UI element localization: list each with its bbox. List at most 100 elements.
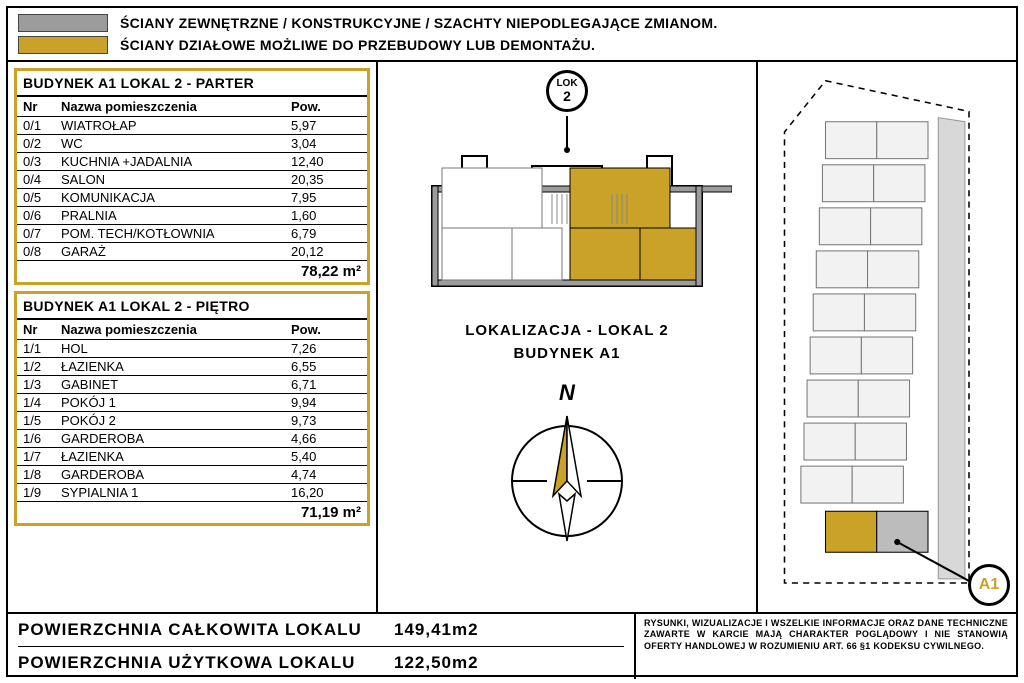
total-row-1-value: 149,41m2 xyxy=(394,620,479,640)
cell-nr: 0/3 xyxy=(23,154,61,169)
table-row: 1/9SYPIALNIA 116,20 xyxy=(17,484,367,502)
table-row: 0/4SALON20,35 xyxy=(17,171,367,189)
cell-name: PRALNIA xyxy=(61,208,291,223)
table-row: 1/7ŁAZIENKA5,40 xyxy=(17,448,367,466)
table-row: 0/6PRALNIA1,60 xyxy=(17,207,367,225)
cell-area: 5,40 xyxy=(291,449,361,464)
cell-area: 3,04 xyxy=(291,136,361,151)
cell-name: SYPIALNIA 1 xyxy=(61,485,291,500)
total-row-1: POWIERZCHNIA CAŁKOWITA LOKALU 149,41m2 xyxy=(18,620,624,640)
cell-name: WC xyxy=(61,136,291,151)
compass-icon xyxy=(497,406,637,546)
table-row: 0/1WIATROŁAP5,97 xyxy=(17,117,367,135)
table-row: 0/8GARAŻ20,12 xyxy=(17,243,367,261)
cell-area: 7,95 xyxy=(291,190,361,205)
cell-nr: 1/1 xyxy=(23,341,61,356)
legend: ŚCIANY ZEWNĘTRZNE / KONSTRUKCYJNE / SZAC… xyxy=(8,8,1016,62)
cell-name: SALON xyxy=(61,172,291,187)
cell-name: GARAŻ xyxy=(61,244,291,259)
cell-area: 12,40 xyxy=(291,154,361,169)
col-name: Nazwa pomieszczenia xyxy=(61,99,291,114)
cell-nr: 1/4 xyxy=(23,395,61,410)
totals-box: POWIERZCHNIA CAŁKOWITA LOKALU 149,41m2 P… xyxy=(8,614,636,679)
legend-swatch-partition xyxy=(18,36,108,54)
cell-area: 6,55 xyxy=(291,359,361,374)
siteplan-column: A1 xyxy=(758,62,1016,612)
cell-nr: 1/9 xyxy=(23,485,61,500)
cell-name: HOL xyxy=(61,341,291,356)
table-pietro-head: Nr Nazwa pomieszczenia Pow. xyxy=(17,320,367,340)
cell-nr: 0/1 xyxy=(23,118,61,133)
col-name: Nazwa pomieszczenia xyxy=(61,322,291,337)
cell-nr: 1/8 xyxy=(23,467,61,482)
cell-nr: 0/4 xyxy=(23,172,61,187)
cell-nr: 1/2 xyxy=(23,359,61,374)
cell-name: ŁAZIENKA xyxy=(61,449,291,464)
cell-area: 9,73 xyxy=(291,413,361,428)
cell-area: 4,66 xyxy=(291,431,361,446)
total-row-2-label: POWIERZCHNIA UŻYTKOWA LOKALU xyxy=(18,653,378,673)
cell-area: 6,79 xyxy=(291,226,361,241)
compass: N xyxy=(497,380,637,551)
cell-area: 16,20 xyxy=(291,485,361,500)
site-badge-a1: A1 xyxy=(968,564,1010,606)
siteplan-svg xyxy=(764,68,1010,606)
cell-name: KUCHNIA +JADALNIA xyxy=(61,154,291,169)
table-row: 1/4POKÓJ 19,94 xyxy=(17,394,367,412)
legend-row-2: ŚCIANY DZIAŁOWE MOŻLIWE DO PRZEBUDOWY LU… xyxy=(18,36,1006,54)
table-row: 0/2WC3,04 xyxy=(17,135,367,153)
table-row: 0/3KUCHNIA +JADALNIA12,40 xyxy=(17,153,367,171)
cell-area: 5,97 xyxy=(291,118,361,133)
col-area: Pow. xyxy=(291,322,361,337)
cell-nr: 0/7 xyxy=(23,226,61,241)
table-pietro-title: BUDYNEK A1 LOKAL 2 - PIĘTRO xyxy=(17,294,367,320)
table-row: 0/5KOMUNIKACJA7,95 xyxy=(17,189,367,207)
cell-nr: 1/6 xyxy=(23,431,61,446)
table-parter: BUDYNEK A1 LOKAL 2 - PARTER Nr Nazwa pom… xyxy=(14,68,370,285)
cell-nr: 1/5 xyxy=(23,413,61,428)
cell-name: GABINET xyxy=(61,377,291,392)
cell-nr: 1/7 xyxy=(23,449,61,464)
cell-nr: 0/2 xyxy=(23,136,61,151)
parter-total-value: 78,22 m² xyxy=(271,263,361,280)
cell-name: POM. TECH/KOTŁOWNIA xyxy=(61,226,291,241)
plan-title-2: BUDYNEK A1 xyxy=(514,345,621,362)
cell-name: GARDEROBA xyxy=(61,431,291,446)
compass-n-label: N xyxy=(497,380,637,406)
table-pietro-rows: 1/1HOL7,261/2ŁAZIENKA6,551/3GABINET6,711… xyxy=(17,340,367,502)
plan-title-1: LOKALIZACJA - LOKAL 2 xyxy=(465,322,669,339)
legend-text-1: ŚCIANY ZEWNĘTRZNE / KONSTRUKCYJNE / SZAC… xyxy=(120,15,718,31)
table-parter-total: 78,22 m² xyxy=(17,261,367,282)
bottom-section: POWIERZCHNIA CAŁKOWITA LOKALU 149,41m2 P… xyxy=(8,612,1016,679)
table-parter-title: BUDYNEK A1 LOKAL 2 - PARTER xyxy=(17,71,367,97)
document-frame: ŚCIANY ZEWNĘTRZNE / KONSTRUKCYJNE / SZAC… xyxy=(6,6,1018,677)
table-row: 0/7POM. TECH/KOTŁOWNIA6,79 xyxy=(17,225,367,243)
cell-nr: 0/8 xyxy=(23,244,61,259)
lok-badge: LOK 2 xyxy=(546,70,588,112)
table-row: 1/8GARDEROBA4,74 xyxy=(17,466,367,484)
cell-nr: 0/6 xyxy=(23,208,61,223)
table-row: 1/2ŁAZIENKA6,55 xyxy=(17,358,367,376)
cell-area: 7,26 xyxy=(291,341,361,356)
total-row-1-label: POWIERZCHNIA CAŁKOWITA LOKALU xyxy=(18,620,378,640)
cell-nr: 0/5 xyxy=(23,190,61,205)
col-area: Pow. xyxy=(291,99,361,114)
cell-area: 9,94 xyxy=(291,395,361,410)
cell-area: 20,35 xyxy=(291,172,361,187)
cell-name: GARDEROBA xyxy=(61,467,291,482)
table-row: 1/1HOL7,26 xyxy=(17,340,367,358)
pietro-total-value: 71,19 m² xyxy=(271,504,361,521)
total-row-2-value: 122,50m2 xyxy=(394,653,479,673)
cell-name: POKÓJ 2 xyxy=(61,413,291,428)
floorplan-svg xyxy=(402,116,732,316)
cell-area: 20,12 xyxy=(291,244,361,259)
cell-name: KOMUNIKACJA xyxy=(61,190,291,205)
tables-column: BUDYNEK A1 LOKAL 2 - PARTER Nr Nazwa pom… xyxy=(8,62,378,612)
total-row-2: POWIERZCHNIA UŻYTKOWA LOKALU 122,50m2 xyxy=(18,653,624,673)
table-parter-head: Nr Nazwa pomieszczenia Pow. xyxy=(17,97,367,117)
col-nr: Nr xyxy=(23,322,61,337)
table-row: 1/6GARDEROBA4,66 xyxy=(17,430,367,448)
table-row: 1/5POKÓJ 29,73 xyxy=(17,412,367,430)
table-parter-rows: 0/1WIATROŁAP5,970/2WC3,040/3KUCHNIA +JAD… xyxy=(17,117,367,261)
main-grid: BUDYNEK A1 LOKAL 2 - PARTER Nr Nazwa pom… xyxy=(8,62,1016,612)
